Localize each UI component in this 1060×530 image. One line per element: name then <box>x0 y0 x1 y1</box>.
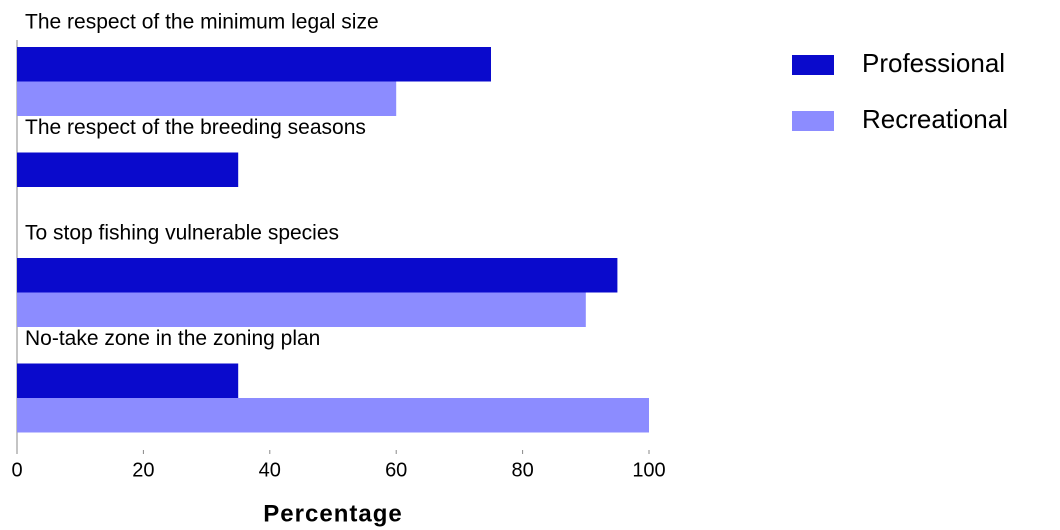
legend-label: Professional <box>862 48 1005 78</box>
legend-label: Recreational <box>862 104 1008 134</box>
category-label: To stop fishing vulnerable species <box>25 222 339 245</box>
bar <box>17 398 649 433</box>
x-tick-label: 80 <box>511 459 533 481</box>
bar <box>17 81 397 116</box>
x-axis-label: Percentage <box>263 500 402 527</box>
x-tick-label: 0 <box>11 459 22 481</box>
bar <box>17 152 239 187</box>
legend-swatch <box>792 111 834 131</box>
bar <box>17 258 618 293</box>
category-label: No-take zone in the zoning plan <box>25 327 320 350</box>
legend-swatch <box>792 55 834 75</box>
category-label: The respect of the minimum legal size <box>25 11 379 34</box>
x-tick-label: 100 <box>632 459 665 481</box>
category-label: The respect of the breeding seasons <box>25 116 366 139</box>
bar <box>17 363 239 398</box>
x-tick-label: 60 <box>385 459 407 481</box>
x-tick-label: 40 <box>259 459 281 481</box>
x-tick-label: 20 <box>132 459 154 481</box>
bar <box>17 47 491 82</box>
bar <box>17 292 586 327</box>
